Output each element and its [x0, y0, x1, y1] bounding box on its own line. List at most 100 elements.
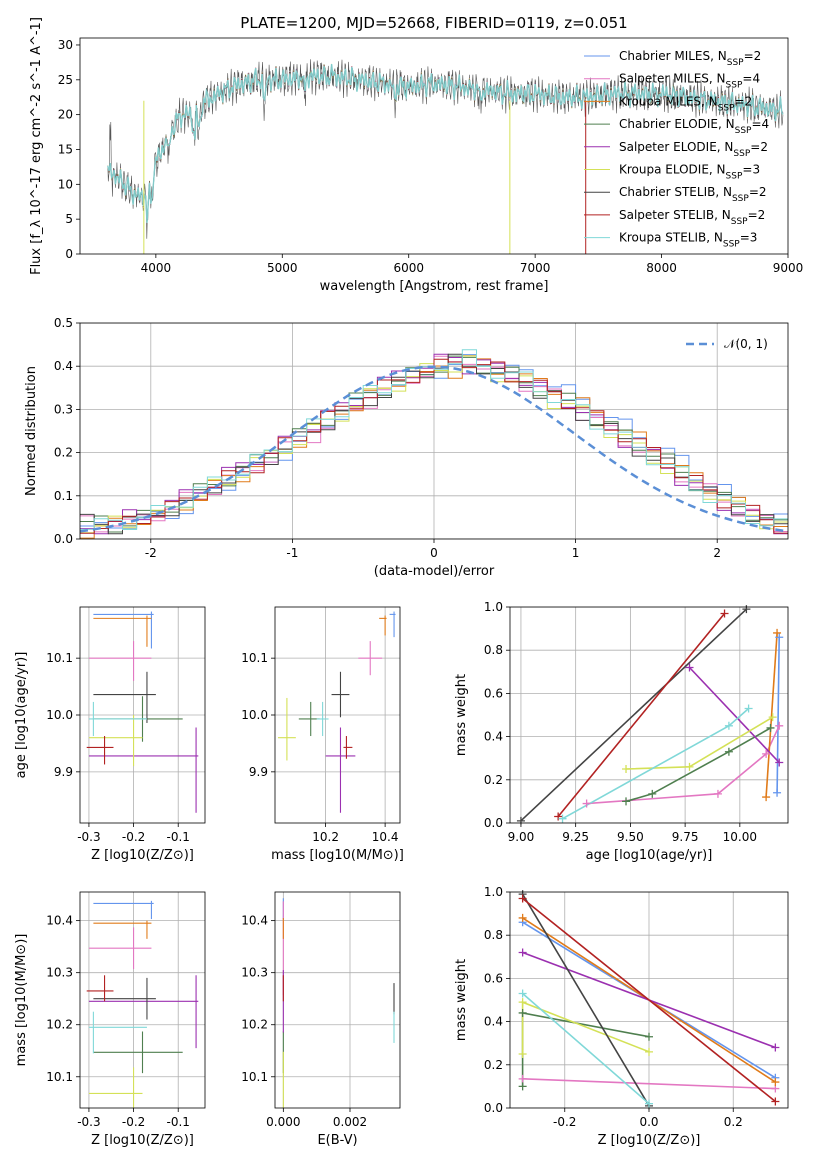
x-tick-label: -0.2: [122, 1115, 145, 1129]
age-vs-metallicity-plot-area: [80, 607, 205, 823]
errorbar-point: [93, 611, 154, 649]
x-tick-label: 0.0: [639, 1115, 658, 1129]
y-tick-label: 0.8: [484, 928, 503, 942]
x-tick-label: 9.25: [562, 830, 589, 844]
x-axis-label: Z [log10(Z/Z⊙)]: [91, 1133, 194, 1148]
weight-point-marker: [518, 1082, 527, 1091]
weight-point-marker: [771, 1043, 780, 1052]
x-tick-label: 0: [430, 546, 438, 560]
x-axis-label: wavelength [Angstrom, rest frame]: [320, 279, 549, 294]
x-tick-label: -0.2: [553, 1115, 576, 1129]
weight-point-marker: [518, 989, 527, 998]
y-tick-label: 10.2: [241, 1018, 268, 1032]
y-axis-label: age [log10(age/yr)]: [14, 652, 29, 779]
weight-point-marker: [518, 948, 527, 957]
weight-series-line: [765, 632, 778, 798]
spectrum-legend: Chabrier MILES, NSSP=2 Salpeter MILES, NS…: [584, 49, 769, 250]
weight-point-marker: [645, 1032, 653, 1041]
weight-point-marker: [724, 747, 733, 756]
y-tick-label: 10.4: [241, 914, 268, 928]
errorbar-point: [93, 615, 152, 647]
y-tick-label: 10.3: [46, 966, 73, 980]
errorbar-point: [88, 641, 152, 681]
y-axis-label: Normed distribution: [24, 366, 39, 496]
x-tick-label: 1: [572, 546, 580, 560]
weight-point-marker: [518, 913, 527, 922]
weight-point-marker: [713, 789, 722, 798]
y-axis-label: mass [log10(M/M⊙)]: [14, 934, 29, 1067]
legend-label: 𝒩(0, 1): [724, 337, 768, 351]
x-axis-label: (data-model)/error: [374, 564, 495, 579]
spectrum-model-line: [107, 64, 784, 223]
x-tick-label: -0.3: [77, 830, 100, 844]
errorbar-point: [93, 900, 154, 920]
weight-point-marker: [762, 749, 771, 758]
x-tick-label: 4000: [141, 261, 172, 275]
histogram-step: [80, 353, 788, 535]
legend-label: Kroupa ELODIE, NSSP=3: [619, 163, 760, 182]
x-tick-label: 5000: [267, 261, 298, 275]
y-tick-label: 0.2: [484, 1058, 503, 1072]
x-axis-label: age [log10(age/yr)]: [586, 848, 713, 863]
normal-curve-line: [80, 365, 788, 533]
mass-vs-metallicity: -0.3 -0.2 -0.1 10.1 10.2 10.3 10.4 Z [log10(Z/Z…: [14, 891, 206, 1148]
y-tick-label: 0.2: [484, 773, 503, 787]
legend-label: Salpeter ELODIE, NSSP=2: [619, 140, 768, 159]
x-tick-label: 9.00: [508, 830, 535, 844]
legend-label: Chabrier MILES, NSSP=2: [619, 49, 761, 68]
weight-point-marker: [762, 793, 771, 802]
y-tick-label: 9.9: [54, 765, 73, 779]
residual-histogram-plot-area: [80, 323, 788, 539]
axes-frame: [79, 322, 789, 540]
legend-label: Chabrier STELIB, NSSP=2: [619, 185, 767, 204]
weight-point-marker: [771, 1078, 780, 1087]
weight-point-marker: [516, 816, 525, 825]
x-tick-label: 9000: [773, 261, 804, 275]
y-tick-label: 0.4: [54, 359, 73, 373]
weight-point-marker: [720, 609, 729, 618]
histogram-legend: 𝒩(0, 1): [686, 337, 768, 351]
y-tick-label: 10.1: [241, 1070, 268, 1084]
y-tick-label: 0.6: [484, 686, 503, 700]
weight-point-marker: [554, 812, 563, 821]
y-tick-label: 15: [58, 142, 73, 156]
y-tick-label: 10.0: [46, 708, 73, 722]
errorbar-point: [358, 641, 383, 676]
y-tick-label: 0.8: [484, 643, 503, 657]
weight-series-line: [776, 637, 780, 793]
weight-point-marker: [773, 628, 782, 637]
x-tick-label: 0.2: [724, 1115, 743, 1129]
errorbar-point: [88, 701, 147, 737]
weight-series-line: [586, 725, 780, 805]
errorbar-point: [298, 701, 320, 737]
y-tick-label: 0: [65, 247, 73, 261]
weight-point-marker: [771, 1097, 780, 1106]
errorbar-point: [325, 727, 356, 813]
x-axis-label: Z [log10(Z/Z⊙)]: [91, 848, 194, 863]
weight-vs-age-plot-area: [510, 607, 788, 823]
weight-point-marker: [685, 762, 694, 771]
weight-point-marker: [622, 797, 631, 806]
x-tick-label: 10.00: [723, 830, 757, 844]
y-tick-label: 10.3: [241, 966, 268, 980]
axes-frame: [274, 891, 401, 1109]
weight-point-marker: [773, 788, 782, 797]
axes-frame: [509, 891, 789, 1109]
y-tick-label: 0.2: [54, 446, 73, 460]
x-tick-label: -1: [286, 546, 298, 560]
y-tick-label: 0.3: [54, 402, 73, 416]
y-tick-label: 0.1: [54, 489, 73, 503]
weight-series-line: [522, 897, 776, 1103]
weight-point-marker: [685, 663, 694, 672]
errorbar-point: [379, 615, 387, 636]
weight-series-line: [557, 612, 726, 818]
errorbar-point: [331, 671, 350, 718]
x-tick-label: -0.2: [122, 830, 145, 844]
weight-vs-metallicity: -0.2 0.0 0.2 0.0 0.2 0.4 0.6 0.8 1.0 Z [log10(Z/Z…: [454, 885, 789, 1148]
spectrum-chart: 4000 5000 6000 7000 8000 9000 0 5 10 15 20 25 30 wave…: [29, 17, 803, 294]
y-tick-label: 0.6: [484, 971, 503, 985]
weight-series-line: [520, 608, 747, 822]
x-tick-label: 6000: [393, 261, 424, 275]
age-vs-mass-plot-area: [275, 607, 400, 823]
legend-label: Kroupa MILES, NSSP=2: [619, 94, 752, 113]
